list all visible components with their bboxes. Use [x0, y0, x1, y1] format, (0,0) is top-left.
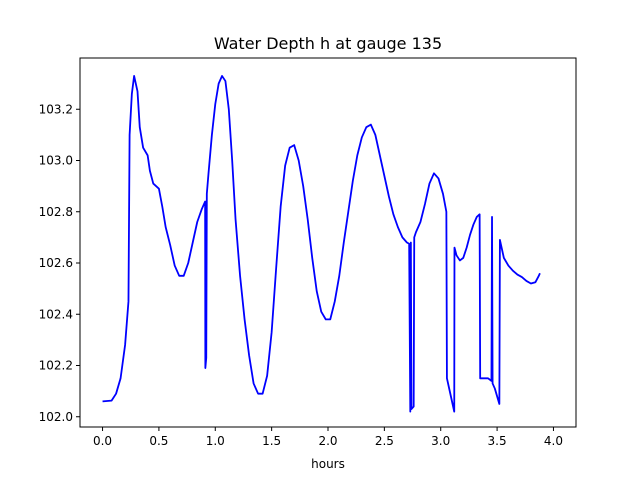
y-tick-label: 103.2	[39, 102, 73, 116]
x-tick-label: 3.0	[431, 434, 450, 448]
x-tick-label: 4.0	[544, 434, 563, 448]
x-axis-ticks: 0.0 0.5 1.0 1.5 2.0 2.5 3.0 3.5 4.0	[93, 427, 563, 448]
x-tick-label: 3.5	[488, 434, 507, 448]
y-axis-ticks: 102.0 102.2 102.4 102.6 102.8 103.0 103.2	[39, 102, 80, 424]
x-tick-label: 1.5	[262, 434, 281, 448]
y-tick-label: 103.0	[39, 154, 73, 168]
y-tick-label: 102.8	[39, 205, 73, 219]
chart-title: Water Depth h at gauge 135	[214, 34, 442, 53]
x-tick-label: 0.0	[93, 434, 112, 448]
x-axis-label: hours	[311, 457, 345, 471]
y-tick-label: 102.4	[39, 307, 73, 321]
y-tick-label: 102.0	[39, 410, 73, 424]
series-layer	[102, 75, 541, 413]
series-line-0	[102, 75, 541, 413]
x-tick-label: 1.0	[206, 434, 225, 448]
y-tick-label: 102.2	[39, 359, 73, 373]
plot-area	[80, 58, 576, 427]
y-tick-label: 102.6	[39, 256, 73, 270]
x-tick-label: 0.5	[149, 434, 168, 448]
x-tick-label: 2.0	[318, 434, 337, 448]
x-tick-label: 2.5	[375, 434, 394, 448]
